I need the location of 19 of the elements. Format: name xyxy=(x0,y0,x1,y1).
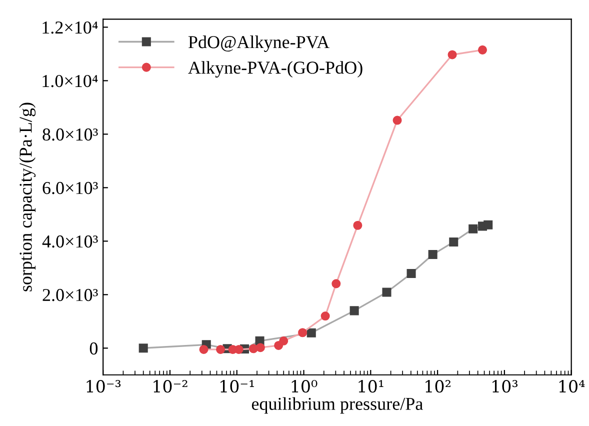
x-tick-label: 10⁻² xyxy=(154,380,188,393)
y-tick-label: 6.0×10³ xyxy=(42,182,98,194)
y-tick-label: 0 xyxy=(90,342,98,355)
x-tick-label: 10² xyxy=(426,380,450,393)
legend-label: Alkyne-PVA-(GO-PdO) xyxy=(188,61,362,78)
legend-label: PdO@Alkyne-PVA xyxy=(188,36,330,52)
x-tick-label: 10⁻¹ xyxy=(220,380,254,393)
y-tick-label: 2.0×10³ xyxy=(42,288,98,302)
x-axis-title: equilibrium pressure/Pa xyxy=(252,397,423,414)
y-tick-label: 1.0×10⁴ xyxy=(42,74,98,88)
x-tick-label: 10¹ xyxy=(358,380,384,393)
x-tick-label: 10³ xyxy=(492,380,518,393)
y-tick-label: 1.2×10⁴ xyxy=(42,21,98,34)
y-tick-label: 8.0×10³ xyxy=(42,128,98,141)
y-tick-label: 4.0×10³ xyxy=(42,235,98,248)
y-axis-title: sorption capacity/(Pa·L/g) xyxy=(19,102,36,292)
x-tick-label: 10⁻³ xyxy=(86,380,121,393)
x-tick-label: 10⁴ xyxy=(559,380,585,393)
x-tick-label: 10⁰ xyxy=(292,380,318,393)
